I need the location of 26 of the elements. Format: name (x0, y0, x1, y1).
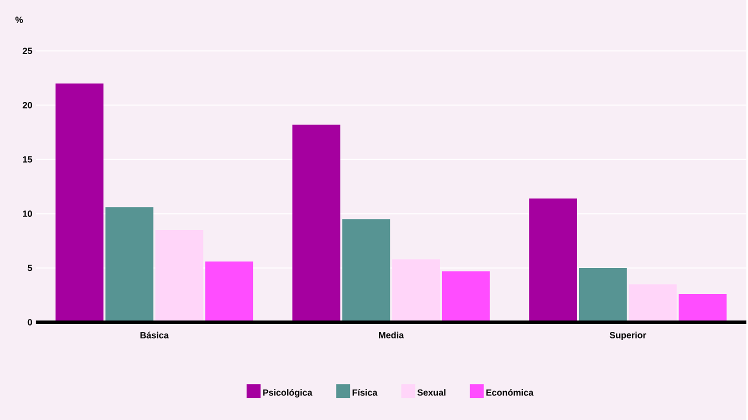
bar (678, 294, 727, 322)
bar (529, 198, 578, 322)
x-tick-label: Superior (610, 332, 646, 340)
bar (292, 124, 340, 322)
y-tick-label: 15 (23, 156, 32, 163)
legend-label: Física (352, 389, 378, 396)
x-tick-label: Básica (140, 332, 169, 338)
y-tick-label: 10 (23, 210, 32, 217)
legend-label: Económica (486, 389, 534, 396)
legend-label: Psicológica (263, 389, 312, 398)
bar (628, 284, 677, 322)
bar (342, 219, 390, 322)
bar (155, 230, 204, 322)
legend-label: Sexual (417, 389, 446, 396)
bar (442, 271, 490, 322)
bar (578, 268, 627, 322)
y-tick-label: 20 (22, 102, 32, 108)
bar (56, 83, 104, 322)
y-tick-label: 0 (28, 319, 32, 326)
y-tick-label: 25 (22, 48, 32, 54)
y-tick-label: 5 (28, 264, 32, 272)
y-axis-title: % (15, 16, 23, 23)
x-tick-label: Media (379, 332, 404, 338)
bar (105, 207, 154, 322)
bar (205, 261, 254, 322)
bar (392, 259, 440, 322)
